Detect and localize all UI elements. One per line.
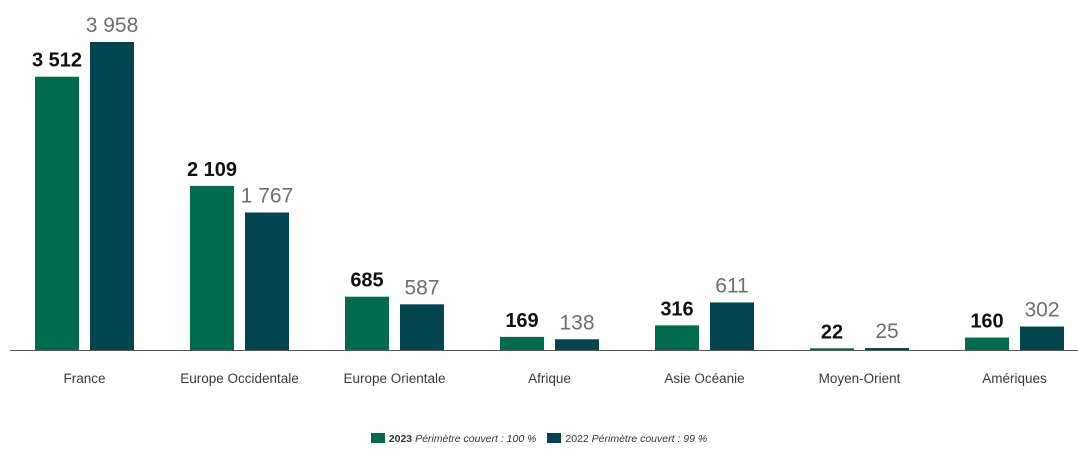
data-label-2022-4: 611 — [715, 274, 748, 297]
bar-2023-1 — [190, 185, 234, 350]
legend-item-2023: 2023 Périmètre couvert : 100 % — [370, 433, 537, 445]
category-label-1: Europe Occidentale — [180, 371, 299, 386]
legend-label-2022: 2022 — [565, 433, 589, 445]
data-label-2022-1: 1 767 — [241, 184, 294, 207]
data-label-2022-5: 25 — [875, 320, 898, 343]
bar-2022-2 — [400, 304, 444, 350]
bar-2022-4 — [710, 302, 754, 350]
bar-2023-0 — [35, 76, 79, 350]
data-label-2023-4: 316 — [660, 298, 693, 320]
bar-2023-4 — [655, 325, 699, 350]
legend-note-2023: Périmètre couvert : 100 % — [415, 433, 537, 445]
legend-note-2022: Périmètre couvert : 99 % — [591, 433, 708, 445]
legend-item-2022: 2022 Périmètre couvert : 99 % — [547, 433, 707, 445]
data-label-2023-2: 685 — [350, 270, 383, 292]
category-label-4: Asie Océanie — [664, 371, 744, 386]
bar-2023-2 — [345, 296, 389, 350]
data-label-2023-6: 160 — [970, 311, 1003, 333]
legend-swatch-2022 — [547, 433, 562, 443]
bar-2023-5 — [810, 348, 854, 350]
data-label-2022-3: 138 — [559, 311, 594, 334]
data-label-2022-0: 3 958 — [86, 14, 139, 37]
data-label-2023-5: 22 — [821, 321, 843, 343]
data-label-2023-1: 2 109 — [187, 159, 237, 181]
bar-2022-0 — [90, 42, 134, 350]
legend-label-2023: 2023 — [388, 433, 413, 445]
legend-swatch-2023 — [370, 433, 385, 443]
data-label-2023-0: 3 512 — [32, 50, 82, 72]
category-label-6: Amériques — [982, 371, 1047, 386]
category-label-0: France — [63, 371, 105, 386]
category-label-3: Afrique — [528, 371, 571, 386]
legend: 2023 Périmètre couvert : 100 % 2022 Péri… — [0, 433, 1078, 445]
bar-2023-3 — [500, 336, 544, 350]
data-label-2023-3: 169 — [505, 310, 538, 332]
category-label-2: Europe Orientale — [343, 371, 445, 386]
bar-2022-6 — [1020, 326, 1064, 350]
category-label-5: Moyen-Orient — [819, 371, 901, 386]
data-label-2022-2: 587 — [404, 276, 439, 299]
bar-2022-1 — [245, 212, 289, 350]
bar-2022-5 — [865, 348, 909, 350]
bar-2023-6 — [965, 337, 1009, 350]
bar-2022-3 — [555, 339, 599, 350]
data-label-2022-6: 302 — [1024, 298, 1059, 321]
